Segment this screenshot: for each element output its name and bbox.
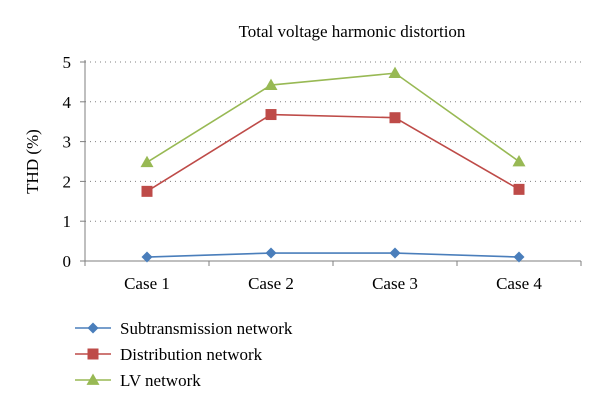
series-0-point-0	[141, 251, 153, 263]
y-tick-label-1: 1	[63, 212, 72, 231]
grid-lines	[85, 61, 581, 222]
legend-marker-2	[86, 373, 100, 385]
series-0-point-1	[265, 247, 277, 259]
legend-item-0: Subtransmission network	[75, 319, 293, 338]
series-0	[141, 247, 525, 263]
legend-label-2: LV network	[120, 371, 201, 390]
legend-marker-1	[87, 348, 99, 360]
x-axis-ticks: Case 1 Case 2 Case 3 Case 4	[124, 274, 542, 293]
legend-label-0: Subtransmission network	[120, 319, 293, 338]
x-tick-label-1: Case 2	[248, 274, 294, 293]
axes	[80, 60, 582, 266]
x-tick-label-2: Case 3	[372, 274, 418, 293]
y-tick-label-5: 5	[63, 53, 72, 72]
series-1	[141, 109, 525, 197]
series-1-point-3	[513, 183, 525, 195]
series-1-point-0	[141, 185, 153, 197]
y-axis-label: THD (%)	[23, 129, 42, 194]
y-tick-label-2: 2	[63, 172, 72, 191]
series-2-point-0	[140, 155, 154, 168]
y-axis-ticks: 0 1 2 3 4 5	[63, 53, 72, 271]
legend: Subtransmission network Distribution netw…	[75, 319, 293, 390]
series-line-0	[146, 252, 520, 258]
series-1-point-1	[265, 109, 277, 121]
y-tick-label-3: 3	[63, 133, 72, 152]
series-2-point-2	[388, 66, 402, 79]
legend-label-1: Distribution network	[120, 345, 263, 364]
legend-item-1: Distribution network	[75, 345, 263, 364]
series-line-2	[146, 72, 520, 163]
chart-title: Total voltage harmonic distortion	[239, 22, 466, 41]
x-tick-label-3: Case 4	[496, 274, 542, 293]
data-series	[140, 66, 526, 263]
series-0-point-2	[389, 247, 401, 259]
series-2-point-3	[512, 155, 526, 167]
y-tick-label-4: 4	[63, 93, 72, 112]
series-0-point-3	[513, 251, 525, 263]
series-1-point-2	[389, 112, 401, 124]
legend-item-2: LV network	[75, 371, 201, 390]
x-tick-label-0: Case 1	[124, 274, 170, 293]
series-2	[140, 66, 526, 168]
series-line-1	[146, 113, 520, 193]
y-tick-label-0: 0	[63, 252, 72, 271]
series-2-point-1	[264, 78, 278, 90]
legend-marker-0	[87, 322, 99, 334]
